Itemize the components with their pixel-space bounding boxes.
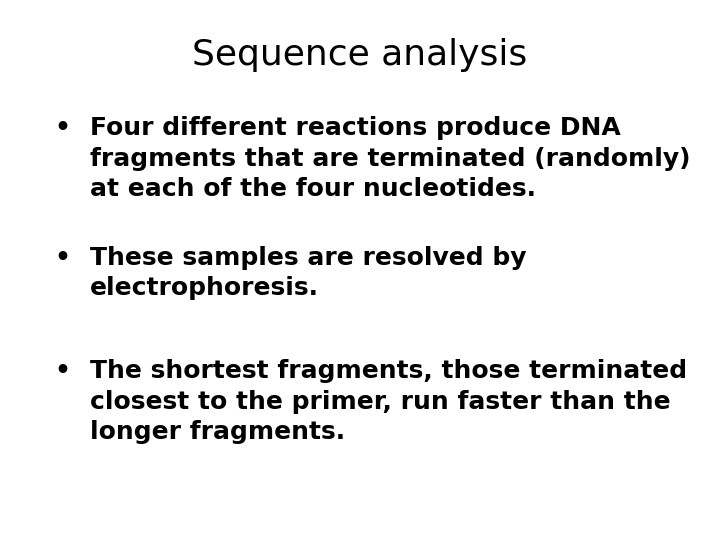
Text: •: •: [54, 359, 70, 383]
Text: The shortest fragments, those terminated
closest to the primer, run faster than : The shortest fragments, those terminated…: [90, 359, 687, 444]
Text: •: •: [54, 116, 70, 140]
Text: Four different reactions produce DNA
fragments that are terminated (randomly)
at: Four different reactions produce DNA fra…: [90, 116, 690, 201]
Text: These samples are resolved by
electrophoresis.: These samples are resolved by electropho…: [90, 246, 526, 300]
Text: Sequence analysis: Sequence analysis: [192, 38, 528, 72]
Text: •: •: [54, 246, 70, 269]
